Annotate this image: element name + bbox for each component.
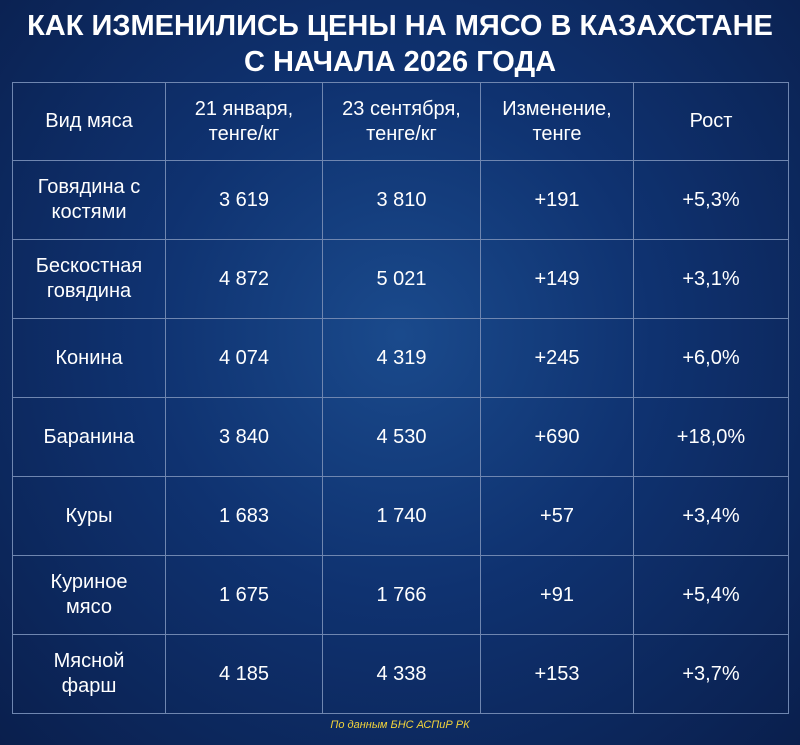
table-cell: +57 (480, 476, 634, 556)
cell-text: Куриное мясо (50, 571, 128, 618)
table-cell: +690 (480, 397, 634, 477)
table-cell: 4 872 (165, 239, 323, 319)
table-cell: +149 (480, 239, 634, 319)
table-cell: 1 766 (322, 555, 481, 635)
table-cell: 21 января, тенге/кг (165, 82, 323, 161)
table-cell: 4 530 (322, 397, 481, 477)
table-cell: Куриное мясо (12, 555, 166, 635)
cell-text: Мясной фарш (53, 650, 125, 697)
title: КАК ИЗМЕНИЛИСЬ ЦЕНЫ НА МЯСО В КАЗАХСТАНЕ… (0, 8, 800, 80)
cell-text: 5 021 (376, 267, 427, 290)
cell-text: +3,1% (682, 267, 740, 290)
table-cell: +245 (480, 318, 634, 398)
cell-text: Бескостная говядина (35, 255, 143, 302)
table-cell: Баранина (12, 397, 166, 477)
cell-text: Куры (65, 504, 113, 527)
cell-text: 1 766 (376, 583, 427, 606)
cell-text: 3 840 (218, 425, 270, 448)
cell-text: +5,3% (682, 188, 740, 211)
title-line: КАК ИЗМЕНИЛИСЬ ЦЕНЫ НА МЯСО В КАЗАХСТАНЕ (27, 10, 773, 42)
table-row: Куры 1 683 1 740 +57 +3,4% (12, 476, 789, 556)
cell-text: Конина (55, 346, 123, 369)
cell-text: 4 074 (218, 346, 270, 369)
table-cell: Вид мяса (12, 82, 166, 161)
cell-text: +191 (534, 188, 580, 211)
cell-text: Изменение, тенге (502, 97, 612, 145)
table-cell: 5 021 (322, 239, 481, 319)
cell-text: 3 619 (218, 188, 270, 211)
table-cell: +3,4% (633, 476, 789, 556)
table-cell: Изменение, тенге (480, 82, 634, 161)
title-line: С НАЧАЛА 2026 ГОДА (243, 46, 557, 78)
cell-text: Говядина с костями (37, 176, 141, 223)
table-cell: Куры (12, 476, 166, 556)
table-cell: +6,0% (633, 318, 789, 398)
table-row: Бескостная говядина 4 872 5 021 +149 +3,1% (12, 239, 789, 319)
table-cell: 3 810 (322, 160, 481, 240)
cell-text: 4 319 (376, 346, 427, 369)
table-cell: Бескостная говядина (12, 239, 166, 319)
table-cell: 4 319 (322, 318, 481, 398)
table-row: Куриное мясо 1 675 1 766 +91 +5,4% (12, 555, 789, 635)
table-cell: +5,3% (633, 160, 789, 240)
cell-text: +6,0% (682, 346, 740, 369)
cell-text: 4 530 (376, 425, 427, 448)
cell-text: 3 810 (376, 188, 427, 211)
cell-text: Баранина (43, 425, 135, 448)
table-cell: Рост (633, 82, 789, 161)
source-note: По данным БНС АСПиР РК (330, 719, 470, 731)
table-row: Конина 4 074 4 319 +245 +6,0% (12, 318, 789, 398)
table-cell: Мясной фарш (12, 634, 166, 714)
table-cell: 4 185 (165, 634, 323, 714)
table-row: Мясной фарш 4 185 4 338 +153 +3,7% (12, 634, 789, 714)
table-cell: +5,4% (633, 555, 789, 635)
cell-text: +5,4% (682, 583, 740, 606)
table-cell: 3 840 (165, 397, 323, 477)
table-cell: +3,7% (633, 634, 789, 714)
cell-text: 4 338 (376, 662, 427, 685)
header-row: Вид мяса 21 января, тенге/кг 23 сентября, … (12, 82, 789, 161)
table-cell: 4 338 (322, 634, 481, 714)
table-cell: +18,0% (633, 397, 789, 477)
cell-text: +91 (540, 583, 574, 606)
table-cell: 1 683 (165, 476, 323, 556)
cell-text: +153 (534, 662, 580, 685)
cell-text: 4 185 (218, 662, 270, 685)
table-cell: +153 (480, 634, 634, 714)
table-row: Говядина с костями 3 619 3 810 +191 +5,3% (12, 160, 789, 240)
cell-text: 1 683 (218, 504, 270, 527)
cell-text: Вид мяса (45, 110, 133, 132)
cell-text: +245 (534, 346, 580, 369)
cell-text: +149 (534, 267, 580, 290)
table-cell: 23 сентября, тенге/кг (322, 82, 481, 161)
price-table: Вид мяса 21 января, тенге/кг 23 сентября, … (12, 82, 789, 714)
cell-text: 4 872 (218, 267, 270, 290)
cell-text: +3,7% (682, 662, 740, 685)
table-cell: 1 675 (165, 555, 323, 635)
table-cell: Конина (12, 318, 166, 398)
cell-text: +57 (540, 504, 574, 527)
table-cell: 1 740 (322, 476, 481, 556)
table-cell: 4 074 (165, 318, 323, 398)
table-row: Баранина 3 840 4 530 +690 +18,0% (12, 397, 789, 477)
cell-text: +18,0% (676, 425, 746, 448)
table-cell: +191 (480, 160, 634, 240)
table-cell: +3,1% (633, 239, 789, 319)
table-cell: Говядина с костями (12, 160, 166, 240)
table-cell: +91 (480, 555, 634, 635)
cell-text: +3,4% (682, 504, 740, 527)
cell-text: 1 740 (376, 504, 427, 527)
cell-text: +690 (534, 425, 580, 448)
cell-text: 1 675 (218, 583, 270, 606)
cell-text: 21 января, тенге/кг (194, 97, 294, 145)
table-cell: 3 619 (165, 160, 323, 240)
cell-text: Рост (689, 110, 733, 132)
cell-text: 23 сентября, тенге/кг (342, 97, 461, 145)
